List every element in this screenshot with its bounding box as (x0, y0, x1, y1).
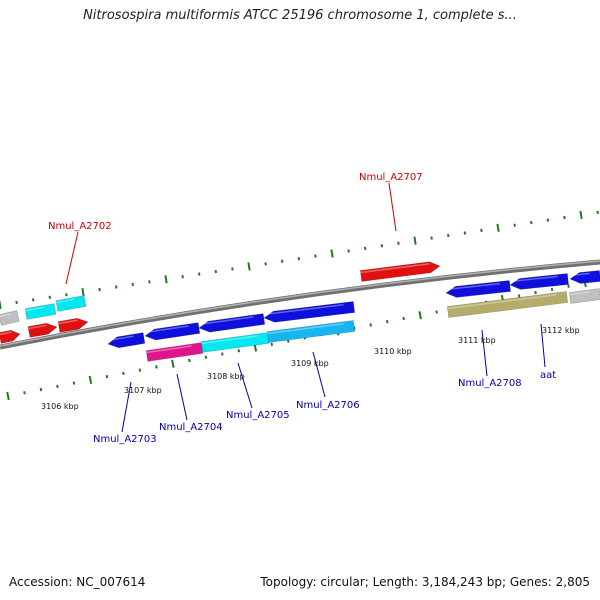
gene-label-nmul-a2704[interactable]: Nmul_A2704 (159, 422, 223, 433)
gene-gray-right[interactable] (568, 288, 600, 304)
tick-mark (188, 358, 191, 363)
gene-nmul-a2708-arrow[interactable] (445, 280, 511, 298)
gene-highlight (447, 294, 557, 310)
gene-label-nmul-a2708[interactable]: Nmul_A2708 (458, 378, 522, 389)
gene-highlight (263, 303, 344, 316)
tick-mark (88, 375, 93, 384)
gene-highlight (569, 291, 590, 296)
gene-olive[interactable] (446, 291, 569, 318)
gene-pink[interactable] (145, 342, 204, 362)
tick-mark (72, 381, 76, 385)
scale-label-3107: 3107 kbp (124, 386, 162, 395)
scale-label-3109: 3109 kbp (291, 359, 329, 368)
gene-highlight (445, 282, 500, 291)
gene-highlight (0, 313, 11, 318)
gene-light-blue[interactable] (266, 320, 356, 343)
tick-mark (138, 368, 142, 372)
tick-mark (418, 311, 422, 320)
tick-mark (287, 339, 290, 343)
gene-label-nmul-a2703[interactable]: Nmul_A2703 (93, 434, 157, 445)
gene-highlight (28, 324, 47, 330)
tick-mark (496, 223, 500, 232)
gene-highlight (198, 316, 254, 326)
gene-gray-left[interactable] (0, 310, 20, 326)
reverse-strand-genes (107, 270, 600, 362)
tick-mark (402, 316, 405, 321)
gene-aat-arrow[interactable] (509, 273, 569, 290)
scale-label-3111: 3111 kbp (458, 336, 496, 345)
gene-cyan-left-1[interactable] (24, 303, 57, 320)
outer-tick-track (0, 210, 599, 310)
tick-mark (385, 320, 389, 324)
forward-strand-genes (0, 261, 600, 344)
gene-red-left-2[interactable] (27, 322, 58, 338)
gene-label-nmul-a2706[interactable]: Nmul_A2706 (296, 400, 360, 411)
chromosome-backbone (0, 259, 600, 350)
map-title: Nitrosospira multiformis ATCC 25196 chro… (83, 8, 517, 23)
gene-label-aat[interactable]: aat (540, 370, 556, 381)
gene-nmul-a2703-arrow[interactable] (107, 332, 146, 349)
accession-text: Accession: NC_007614 (9, 575, 146, 589)
tick-mark (0, 300, 2, 310)
scale-label-3110: 3110 kbp (374, 347, 412, 356)
gene-highlight (360, 263, 430, 274)
tick-mark (534, 290, 537, 295)
gene-blue-right-edge[interactable] (569, 270, 600, 284)
tick-mark (413, 236, 417, 245)
gene-highlight (267, 323, 344, 335)
gene-nmul-a2706-arrow[interactable] (263, 301, 356, 323)
tick-mark (237, 349, 241, 353)
tick-mark (155, 365, 158, 369)
tick-mark (567, 284, 570, 288)
gene-highlight (146, 345, 192, 354)
tick-mark (435, 310, 438, 314)
gene-highlight (25, 306, 45, 312)
tick-mark (550, 287, 554, 292)
tick-mark (6, 391, 10, 401)
tick-mark (247, 262, 251, 271)
tick-mark (171, 359, 175, 368)
gene-highlight (144, 325, 189, 334)
gene-label-nmul-a2707[interactable]: Nmul_A2707 (359, 172, 423, 183)
gene-cyan[interactable] (200, 332, 270, 353)
gene-cyan-left-2[interactable] (55, 295, 87, 312)
tick-mark (369, 323, 372, 327)
gene-highlight (201, 335, 258, 345)
genome-summary-text: Topology: circular; Length: 3,184,243 bp… (260, 575, 590, 589)
tick-mark (23, 391, 26, 395)
gene-nmul-a2707-arrow[interactable] (359, 261, 441, 282)
label-leader-lines (65, 182, 546, 433)
tick-mark (221, 352, 224, 356)
gene-label-nmul-a2705[interactable]: Nmul_A2705 (226, 410, 290, 421)
tick-mark (517, 294, 521, 298)
tick-mark (330, 249, 334, 258)
gene-highlight (58, 319, 78, 325)
gene-red-left-3[interactable] (57, 317, 89, 333)
tick-mark (579, 210, 583, 220)
tick-mark (164, 275, 168, 284)
tick-mark (105, 374, 109, 379)
inner-tick-track (6, 278, 587, 401)
tick-mark (39, 387, 43, 392)
gene-highlight (569, 272, 590, 277)
gene-label-nmul-a2702[interactable]: Nmul_A2702 (48, 221, 112, 232)
gene-red-left-1[interactable] (0, 329, 21, 344)
scale-label-3106: 3106 kbp (41, 402, 79, 411)
tick-mark (122, 371, 125, 376)
gene-highlight (107, 335, 134, 342)
tick-mark (270, 342, 274, 346)
tick-mark (81, 288, 85, 297)
tick-mark (204, 355, 208, 359)
scale-label-3108: 3108 kbp (207, 372, 245, 381)
tick-mark (56, 384, 59, 388)
gene-nmul-a2705-arrow[interactable] (198, 313, 266, 333)
gene-highlight (0, 331, 12, 336)
gene-highlight (509, 275, 558, 283)
scale-label-3112: 3112 kbp (542, 326, 580, 335)
gene-highlight (56, 298, 75, 304)
